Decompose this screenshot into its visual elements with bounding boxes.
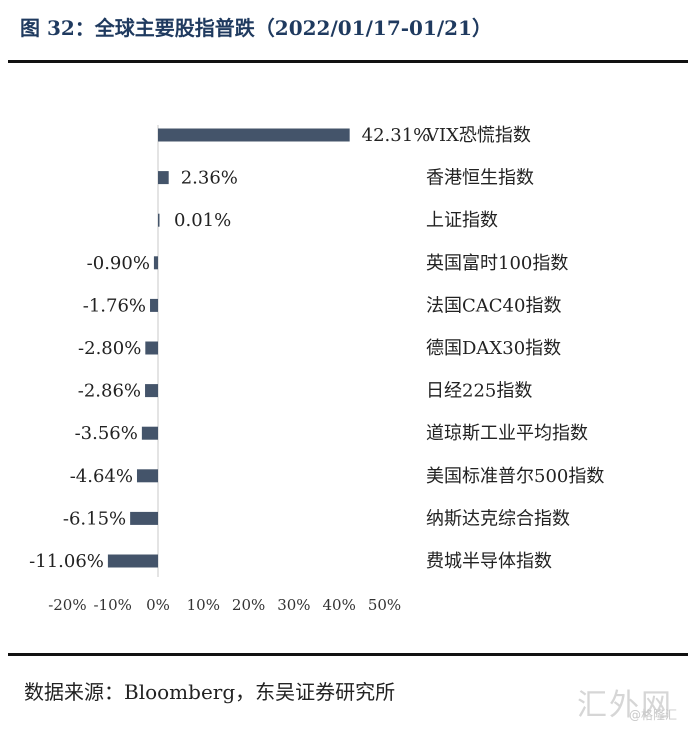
- bar-4: [150, 298, 158, 312]
- data-label-9: -6.15%: [63, 508, 126, 529]
- bar-2: [158, 213, 160, 227]
- category-label-3: 英国富时100指数: [426, 253, 568, 274]
- source-note: 数据来源：Bloomberg，东吴证券研究所: [24, 680, 396, 704]
- data-label-4: -1.76%: [83, 295, 146, 316]
- bottom-rule: [8, 653, 688, 656]
- category-label-5: 德国DAX30指数: [426, 338, 561, 359]
- data-label-8: -4.64%: [70, 466, 133, 487]
- x-tick-label-2: 0%: [146, 596, 170, 614]
- data-label-1: 2.36%: [181, 168, 238, 189]
- category-label-6: 日经225指数: [426, 381, 532, 402]
- category-label-1: 香港恒生指数: [426, 168, 534, 189]
- category-label-2: 上证指数: [426, 210, 498, 231]
- bar-5: [145, 341, 158, 355]
- bar-6: [145, 384, 158, 398]
- bar-10: [107, 554, 158, 568]
- data-label-3: -0.90%: [87, 253, 150, 274]
- bar-chart: 42.31%VIX恐慌指数 2.36% 香港恒生指数 0.01% 上证指数 -0.90% 英…: [29, 125, 604, 614]
- data-label-5: -2.80%: [78, 338, 141, 359]
- watermark: 汇外网: [577, 688, 673, 723]
- x-tick-label-1: -10%: [93, 596, 131, 614]
- x-tick-label-5: 30%: [277, 596, 310, 614]
- bar-0: [158, 128, 350, 142]
- category-label-0: VIX恐慌指数: [425, 125, 531, 146]
- data-label-2: 0.01%: [174, 210, 231, 231]
- data-label-0: 42.31%: [362, 125, 431, 146]
- x-tick-label-3: 10%: [187, 596, 220, 614]
- x-tick-label-6: 40%: [323, 596, 356, 614]
- bar-1: [158, 171, 169, 185]
- data-label-7: -3.56%: [75, 423, 138, 444]
- category-label-8: 美国标准普尔500指数: [426, 466, 604, 487]
- data-label-6: -2.86%: [78, 381, 141, 402]
- x-tick-label-0: -20%: [48, 596, 86, 614]
- category-label-4: 法国CAC40指数: [426, 295, 561, 316]
- data-label-10: -11.06%: [29, 551, 104, 572]
- x-tick-label-4: 20%: [232, 596, 265, 614]
- bar-3: [153, 256, 158, 270]
- bar-8: [136, 469, 158, 483]
- bar-7: [141, 426, 158, 440]
- watermark-sub: @格隆汇: [628, 708, 677, 722]
- bar-9: [130, 511, 158, 525]
- top-rule: [8, 60, 688, 63]
- figure-title: 图 32：全球主要股指普跌（2022/01/17-01/21）: [20, 16, 493, 40]
- category-label-10: 费城半导体指数: [426, 551, 552, 572]
- category-label-7: 道琼斯工业平均指数: [426, 423, 588, 444]
- category-label-9: 纳斯达克综合指数: [426, 508, 570, 529]
- x-tick-label-7: 50%: [368, 596, 401, 614]
